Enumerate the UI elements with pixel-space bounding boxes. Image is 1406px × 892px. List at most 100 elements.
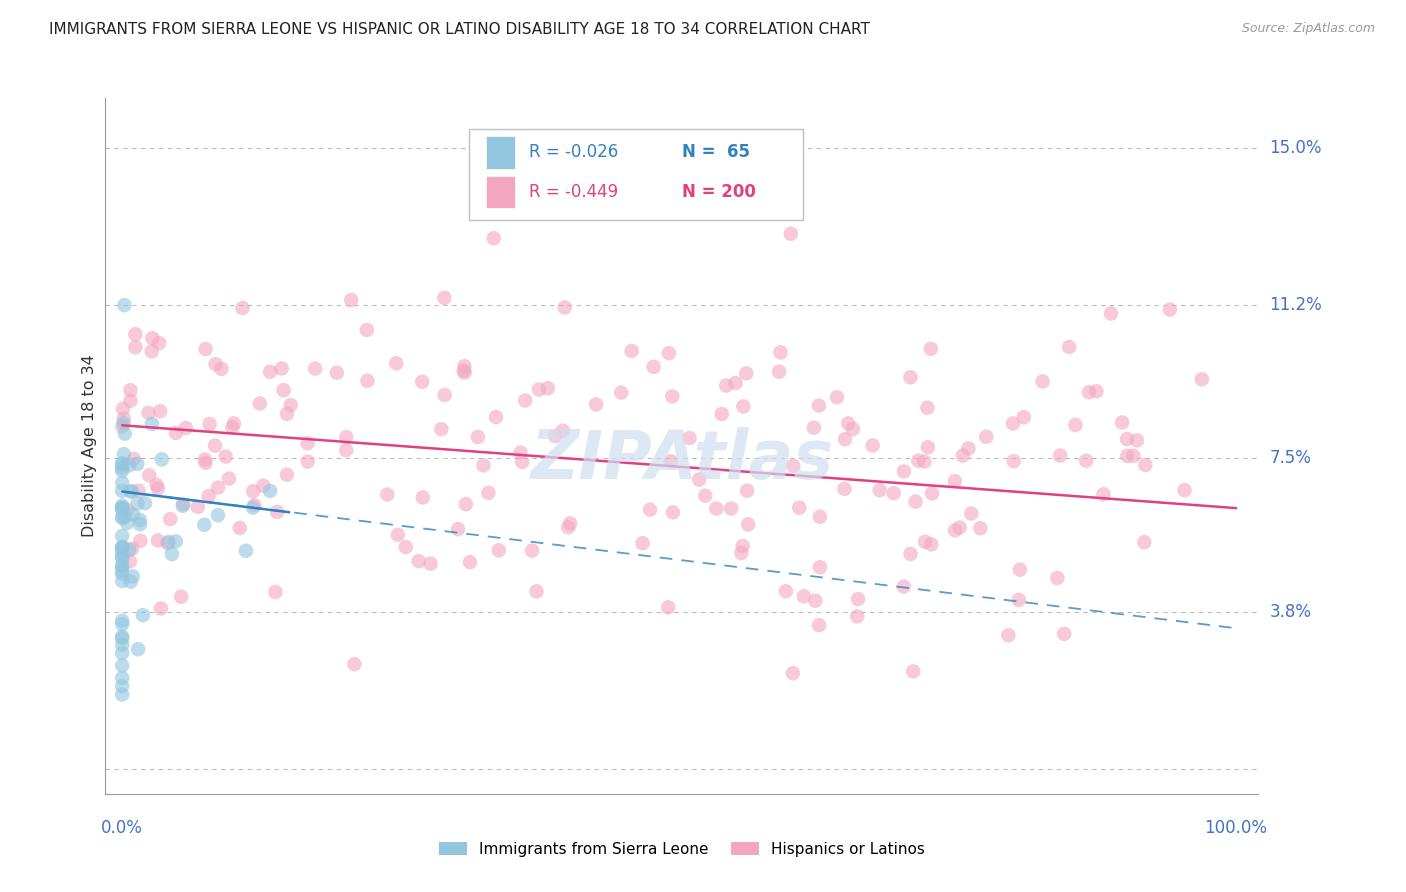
Point bbox=[969, 521, 991, 535]
Point bbox=[111, 638, 134, 652]
Point bbox=[112, 416, 135, 430]
Point bbox=[111, 646, 134, 660]
Point bbox=[172, 499, 194, 513]
Text: 0.0%: 0.0% bbox=[101, 819, 143, 837]
Point bbox=[111, 559, 134, 574]
Point bbox=[1076, 454, 1098, 468]
Point bbox=[207, 508, 229, 523]
Point bbox=[111, 546, 134, 560]
Point bbox=[243, 498, 266, 512]
Point bbox=[252, 478, 274, 492]
Point bbox=[720, 501, 742, 516]
Point bbox=[111, 461, 134, 475]
Point bbox=[1032, 375, 1054, 389]
Point bbox=[111, 499, 134, 513]
Point bbox=[112, 298, 135, 312]
Point bbox=[148, 336, 170, 351]
Point bbox=[862, 438, 884, 452]
Point bbox=[204, 357, 226, 371]
Point bbox=[458, 555, 481, 569]
Point bbox=[917, 440, 939, 454]
Point bbox=[297, 454, 319, 468]
Point bbox=[165, 534, 187, 549]
Point bbox=[187, 500, 209, 514]
Point bbox=[111, 419, 134, 434]
Text: N =  65: N = 65 bbox=[682, 144, 749, 161]
Text: 3.8%: 3.8% bbox=[1270, 603, 1312, 621]
Point bbox=[128, 483, 150, 498]
Point bbox=[138, 406, 160, 420]
Point bbox=[121, 484, 143, 499]
Point bbox=[124, 340, 146, 354]
Point bbox=[111, 550, 134, 565]
Point bbox=[111, 464, 134, 478]
Point bbox=[782, 666, 804, 681]
Point bbox=[159, 512, 181, 526]
Point bbox=[127, 642, 149, 657]
Point bbox=[118, 554, 141, 568]
Point bbox=[264, 585, 287, 599]
Point bbox=[149, 404, 172, 418]
Point bbox=[129, 533, 152, 548]
Point bbox=[259, 483, 281, 498]
Point bbox=[724, 376, 747, 390]
Point bbox=[943, 524, 966, 538]
Point bbox=[585, 397, 607, 411]
Point bbox=[111, 540, 134, 554]
Point bbox=[304, 361, 326, 376]
Point bbox=[111, 509, 134, 524]
Point bbox=[117, 503, 139, 517]
Point bbox=[1046, 571, 1069, 585]
FancyBboxPatch shape bbox=[486, 176, 515, 209]
Point bbox=[214, 450, 236, 464]
Legend: Immigrants from Sierra Leone, Hispanics or Latinos: Immigrants from Sierra Leone, Hispanics … bbox=[433, 836, 931, 863]
Point bbox=[846, 609, 869, 624]
Point bbox=[112, 447, 135, 461]
Point bbox=[276, 467, 298, 482]
Point bbox=[846, 592, 869, 607]
Point bbox=[782, 458, 804, 473]
Point bbox=[662, 505, 685, 519]
Point bbox=[1191, 372, 1213, 386]
Point bbox=[907, 453, 929, 467]
Text: R = -0.026: R = -0.026 bbox=[529, 144, 617, 161]
Point bbox=[485, 410, 508, 425]
Point bbox=[340, 293, 363, 307]
Point bbox=[242, 484, 264, 499]
Point bbox=[111, 458, 134, 472]
Point bbox=[834, 432, 856, 446]
Point bbox=[952, 449, 974, 463]
Point bbox=[111, 679, 134, 693]
Text: N = 200: N = 200 bbox=[682, 183, 756, 201]
Point bbox=[118, 458, 141, 472]
Point bbox=[127, 457, 149, 471]
Point bbox=[120, 574, 142, 589]
Point bbox=[1001, 417, 1024, 431]
Point bbox=[657, 600, 679, 615]
Point bbox=[883, 486, 905, 500]
Point bbox=[335, 443, 357, 458]
Point bbox=[111, 401, 134, 416]
Point bbox=[326, 366, 349, 380]
Point bbox=[433, 291, 456, 305]
Point bbox=[1111, 416, 1133, 430]
Point bbox=[207, 481, 229, 495]
Point bbox=[1173, 483, 1195, 497]
Point bbox=[620, 343, 643, 358]
Point bbox=[960, 507, 983, 521]
Point bbox=[893, 580, 915, 594]
Point bbox=[218, 472, 240, 486]
Point bbox=[111, 614, 134, 628]
Point bbox=[1053, 627, 1076, 641]
Point bbox=[141, 417, 163, 431]
Point bbox=[695, 489, 717, 503]
Point bbox=[837, 417, 859, 431]
Point bbox=[710, 407, 733, 421]
Point bbox=[122, 451, 145, 466]
Point bbox=[146, 482, 169, 496]
Point bbox=[165, 425, 187, 440]
Point bbox=[735, 483, 758, 498]
Point bbox=[1126, 434, 1149, 448]
Point bbox=[270, 361, 292, 376]
Point bbox=[900, 370, 922, 384]
